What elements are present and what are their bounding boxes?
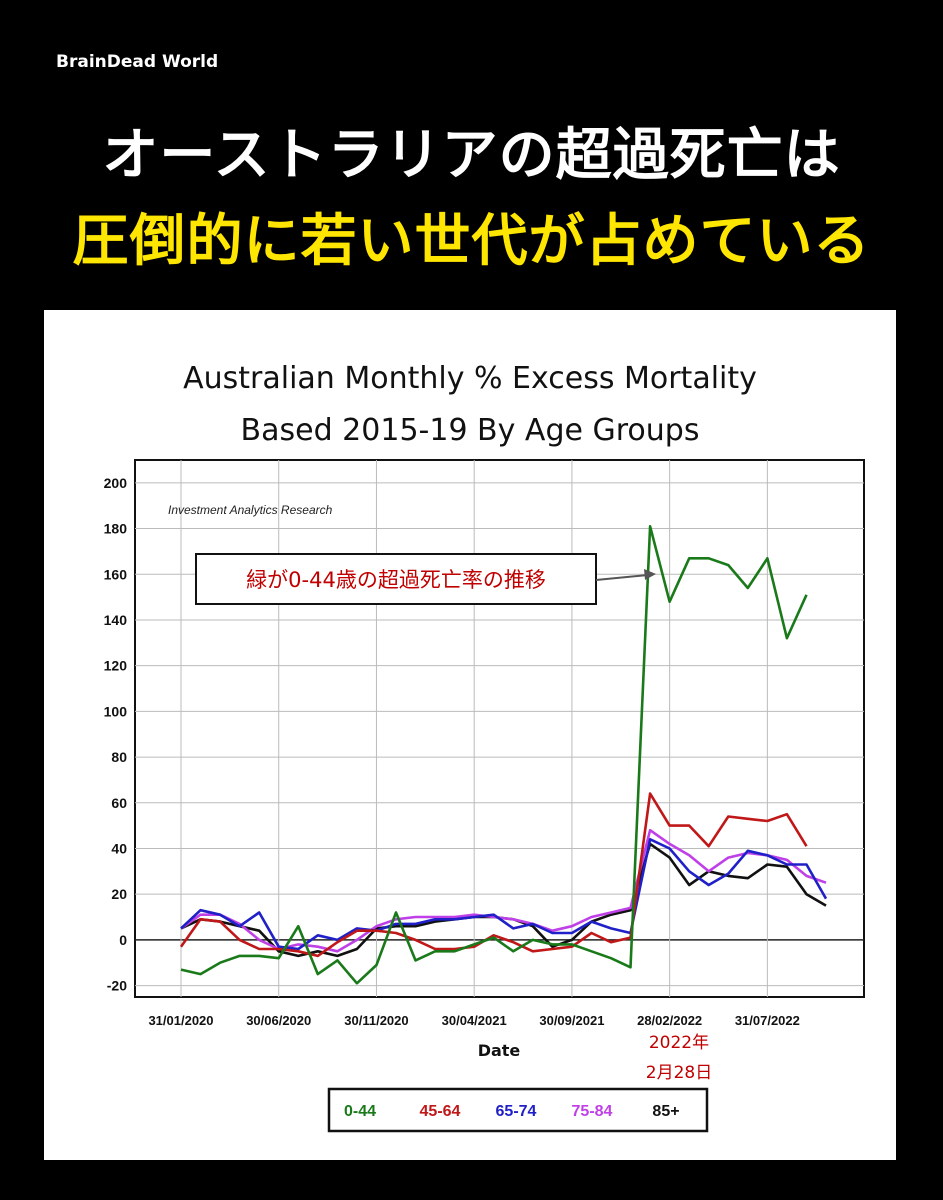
x-tick-label: 30/04/2021 xyxy=(442,1013,507,1028)
y-tick-label: 20 xyxy=(111,886,127,902)
series-line-65-74 xyxy=(180,838,828,951)
x-tick-label: 28/02/2022 xyxy=(637,1013,702,1028)
excess-mortality-chart: Australian Monthly % Excess Mortality Ba… xyxy=(104,361,865,1133)
grid-layer xyxy=(134,459,865,998)
date-note-line-2: 2月28日 xyxy=(646,1063,712,1083)
x-tick-label: 30/09/2021 xyxy=(539,1013,604,1028)
chart-title-line-2: Based 2015-19 By Age Groups xyxy=(241,413,700,448)
series-layer xyxy=(179,525,828,985)
headline-line-1: オーストラリアの超過死亡は xyxy=(102,123,841,188)
y-tick-label: 80 xyxy=(111,749,127,765)
x-tick-label: 31/01/2020 xyxy=(148,1013,213,1028)
y-tick-label: -20 xyxy=(107,978,127,994)
x-tick-label: 30/11/2020 xyxy=(344,1013,408,1028)
legend-entry-75-84: 75-84 xyxy=(572,1103,613,1120)
axis-layer: -20 0 20 40 60 80 100 120 140 160 180 200 31/01/2020… xyxy=(104,475,800,1028)
legend-entry-45-64: 45-64 xyxy=(420,1103,461,1120)
y-tick-label: 100 xyxy=(104,703,128,719)
callout-text: 緑が0-44歳の超過死亡率の推移 xyxy=(246,568,546,592)
callout-box xyxy=(195,553,597,605)
x-tick-label: 31/07/2022 xyxy=(735,1013,800,1028)
source-note: Investment Analytics Research xyxy=(168,503,333,517)
legend-box xyxy=(327,1087,709,1133)
y-tick-label: 40 xyxy=(111,840,127,856)
series-line-0-44 xyxy=(180,525,808,985)
x-tick-label: 30/06/2020 xyxy=(246,1013,311,1028)
legend-entry-65-74: 65-74 xyxy=(496,1103,537,1120)
callout-arrow-head xyxy=(644,569,656,580)
legend: 0-44 45-64 65-74 75-84 85+ xyxy=(344,1103,680,1120)
y-tick-label: 160 xyxy=(104,566,128,582)
y-tick-label: 120 xyxy=(104,658,128,674)
chart-title-line-1: Australian Monthly % Excess Mortality xyxy=(183,361,757,396)
y-tick-label: 60 xyxy=(111,795,127,811)
date-note-line-1: 2022年 xyxy=(649,1033,709,1053)
y-tick-label: 140 xyxy=(104,612,128,628)
chart-panel: Australian Monthly % Excess Mortality Ba… xyxy=(44,310,896,1160)
headline-line-2: 圧倒的に若い世代が占めている xyxy=(72,209,871,274)
y-tick-label: 180 xyxy=(104,521,128,537)
plot-frame xyxy=(134,459,865,998)
callout-arrow-line xyxy=(595,574,649,581)
legend-entry-85+: 85+ xyxy=(652,1103,679,1120)
y-tick-label: 200 xyxy=(104,475,128,491)
legend-entry-0-44: 0-44 xyxy=(344,1103,376,1120)
brand-label: BrainDead World xyxy=(56,52,219,72)
x-axis-title: Date xyxy=(478,1041,521,1060)
y-tick-label: 0 xyxy=(119,932,127,948)
